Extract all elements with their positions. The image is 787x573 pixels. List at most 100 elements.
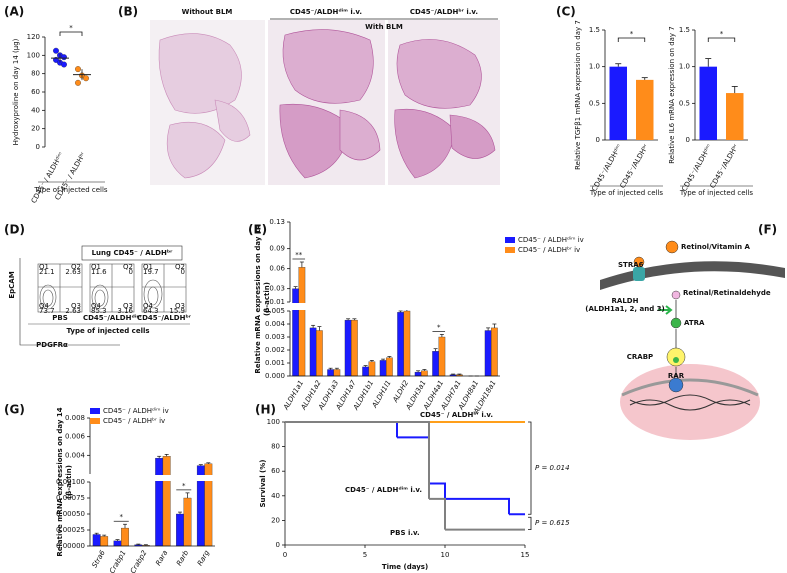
y-tick-label: 0.004 (265, 320, 286, 328)
survival-step (429, 497, 446, 530)
bar (421, 370, 428, 377)
quadrant-name: Q3 (71, 302, 81, 310)
nucleus (620, 364, 760, 440)
y-tick-label: 0.000 (265, 372, 285, 380)
quadrant-value: 0 (129, 268, 133, 276)
quadrant-name: Q1 (39, 263, 49, 271)
lung-lobe (282, 29, 374, 104)
panel-label: (B) (118, 5, 138, 19)
y-tick-label: 0 (276, 541, 280, 549)
significance: * (69, 24, 73, 32)
x-tick-label: Crabp1 (108, 549, 128, 573)
y-tick-label: 20 (271, 516, 280, 524)
lung-lobe (396, 39, 482, 109)
y-axis-label: Survival (%) (259, 460, 267, 508)
lung-lobe (449, 114, 496, 159)
y-tick-label: 0.001 (265, 359, 285, 367)
y-tick-label: 1.5 (589, 26, 600, 34)
contour (94, 289, 106, 307)
legend-swatch (90, 408, 100, 414)
significance: * (437, 323, 441, 331)
bar (397, 312, 404, 377)
lung-lobe (158, 33, 242, 114)
series-label: CD45⁻ / ALDHᵇʳ i.v. (420, 411, 493, 419)
quadrant-value: 64.3 (143, 307, 159, 315)
y-tick-label: 0.005 (265, 307, 285, 315)
quadrant-value: 11.6 (91, 268, 107, 276)
y-tick-label: 0.01 (269, 298, 285, 306)
x-tick-label: Rarg (196, 549, 211, 568)
y-tick-label: 120 (27, 33, 40, 41)
pathway-diagram (600, 240, 785, 440)
p-bracket (528, 516, 532, 531)
y-tick-label: 100 (267, 418, 280, 426)
lung-lobe (166, 121, 226, 179)
p-value: P = 0.014 (535, 464, 570, 472)
y-tick-label: 1.0 (679, 63, 690, 71)
bar (491, 327, 498, 377)
data-point (53, 47, 59, 54)
flow-title: Lung CD45⁻ / ALDHᵇʳ (92, 249, 174, 257)
pathway-label: (ALDH1a1, 2, and 3) (585, 305, 665, 313)
bar (298, 267, 306, 377)
x-axis-label: Time (days) (382, 563, 428, 571)
quadrant-value: 19.7 (143, 268, 159, 276)
legend-swatch (505, 247, 515, 253)
bar (176, 513, 184, 547)
x-axis-label: Type of injected cells (33, 186, 108, 194)
panel-label: (E) (248, 223, 267, 237)
bar (162, 456, 171, 547)
quadrant-name: Q1 (91, 263, 101, 271)
bar (309, 327, 317, 377)
plot-label: PBS (52, 314, 68, 322)
x-tick-label: CD45⁻/ALDHᵇʳ (709, 143, 741, 190)
pathway-label: Retinal/Retinaldehyde (683, 289, 771, 297)
plot-label: CD45⁻/ALDHᵈⁱᵐ (83, 314, 141, 322)
y-tick-label: 0.003 (265, 333, 285, 341)
legend-swatch (505, 237, 515, 243)
bar (403, 310, 411, 377)
atra (670, 317, 682, 329)
atra-bound (673, 357, 679, 363)
p-value: P = 0.615 (535, 519, 570, 527)
lung-lobe (394, 108, 456, 179)
raldh-arrow (658, 305, 673, 315)
quadrant-value: 2.63 (65, 268, 81, 276)
data-point (75, 79, 81, 86)
survival-step (429, 482, 446, 499)
quadrant-name: Q3 (175, 302, 185, 310)
x-tick-label: Rarb (175, 549, 190, 568)
survival-step (445, 497, 510, 515)
quadrant-name: Q2 (123, 263, 133, 271)
y-tick-label: 1.5 (679, 26, 690, 34)
series-label: CD45⁻ / ALDHᵈⁱᵐ i.v. (345, 486, 422, 494)
y-tick-label: 0.5 (679, 99, 690, 107)
bar (344, 319, 352, 377)
quadrant-value: 21.1 (39, 268, 55, 276)
axis-break (86, 475, 217, 481)
y-tick-label: 0.13 (269, 218, 285, 226)
quadrant-name: Q2 (175, 263, 185, 271)
y-tick-label: 0 (36, 143, 40, 151)
y-tick-label: 100 (27, 51, 40, 59)
membrane (600, 261, 785, 290)
data-point (83, 75, 89, 82)
p-bracket (528, 421, 532, 515)
condition-label: Without BLM (182, 8, 233, 16)
data-point (61, 54, 67, 61)
y-axis-label: Hydroxyproline on day 14 (μg) (12, 38, 20, 145)
lung-lobe (214, 99, 251, 142)
quadrant-name: Q3 (123, 302, 133, 310)
y-axis-label: (β-actin) (263, 282, 271, 316)
panel-label: (H) (255, 403, 276, 417)
bar (368, 361, 376, 377)
retinol (665, 240, 679, 254)
significance: * (120, 513, 124, 521)
data-point (61, 61, 67, 68)
y-tick-label: 40 (31, 106, 40, 114)
y-tick-label: 1.0 (589, 63, 600, 71)
pathway-label: RALDH (612, 297, 639, 305)
y-tick-label: 80 (271, 443, 280, 451)
x-tick-label: 0 (283, 551, 287, 559)
bar (316, 330, 323, 377)
